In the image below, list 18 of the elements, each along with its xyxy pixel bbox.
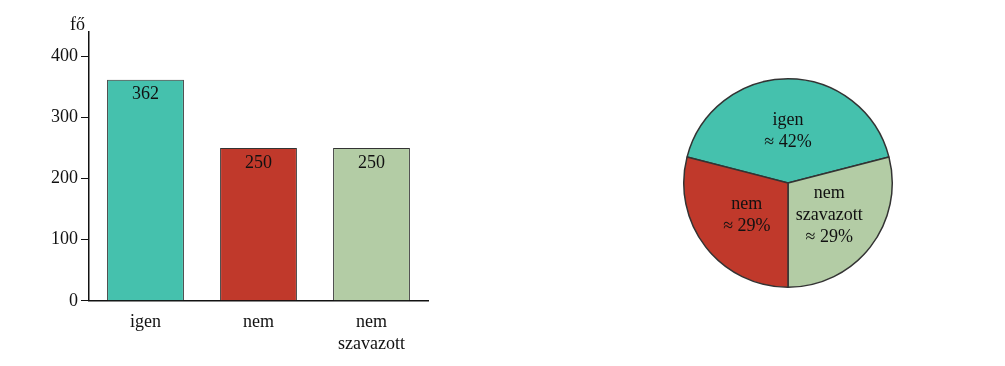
y-tick-label: 0 [69,289,78,310]
data-label: ≈ 29% [723,214,771,235]
y-tick-label: 300 [51,106,78,127]
y-tick-label: 400 [51,45,78,66]
y-tick-label: 200 [51,167,78,188]
slice-label: nem [731,192,763,213]
data-label: ≈ 42% [764,130,812,151]
data-label: 250 [358,151,385,172]
x-tick-label: nem [243,311,274,332]
slice-label: nem szavazott [795,181,863,224]
data-label: ≈ 29% [805,225,853,246]
slice-label: igen [772,108,804,129]
data-label: 362 [132,83,159,104]
y-axis-title: fő [70,13,85,34]
y-tick-label: 100 [51,228,78,249]
data-label: 250 [245,151,272,172]
x-tick-label: nem szavazott [338,311,405,353]
x-tick-label: igen [130,311,161,332]
